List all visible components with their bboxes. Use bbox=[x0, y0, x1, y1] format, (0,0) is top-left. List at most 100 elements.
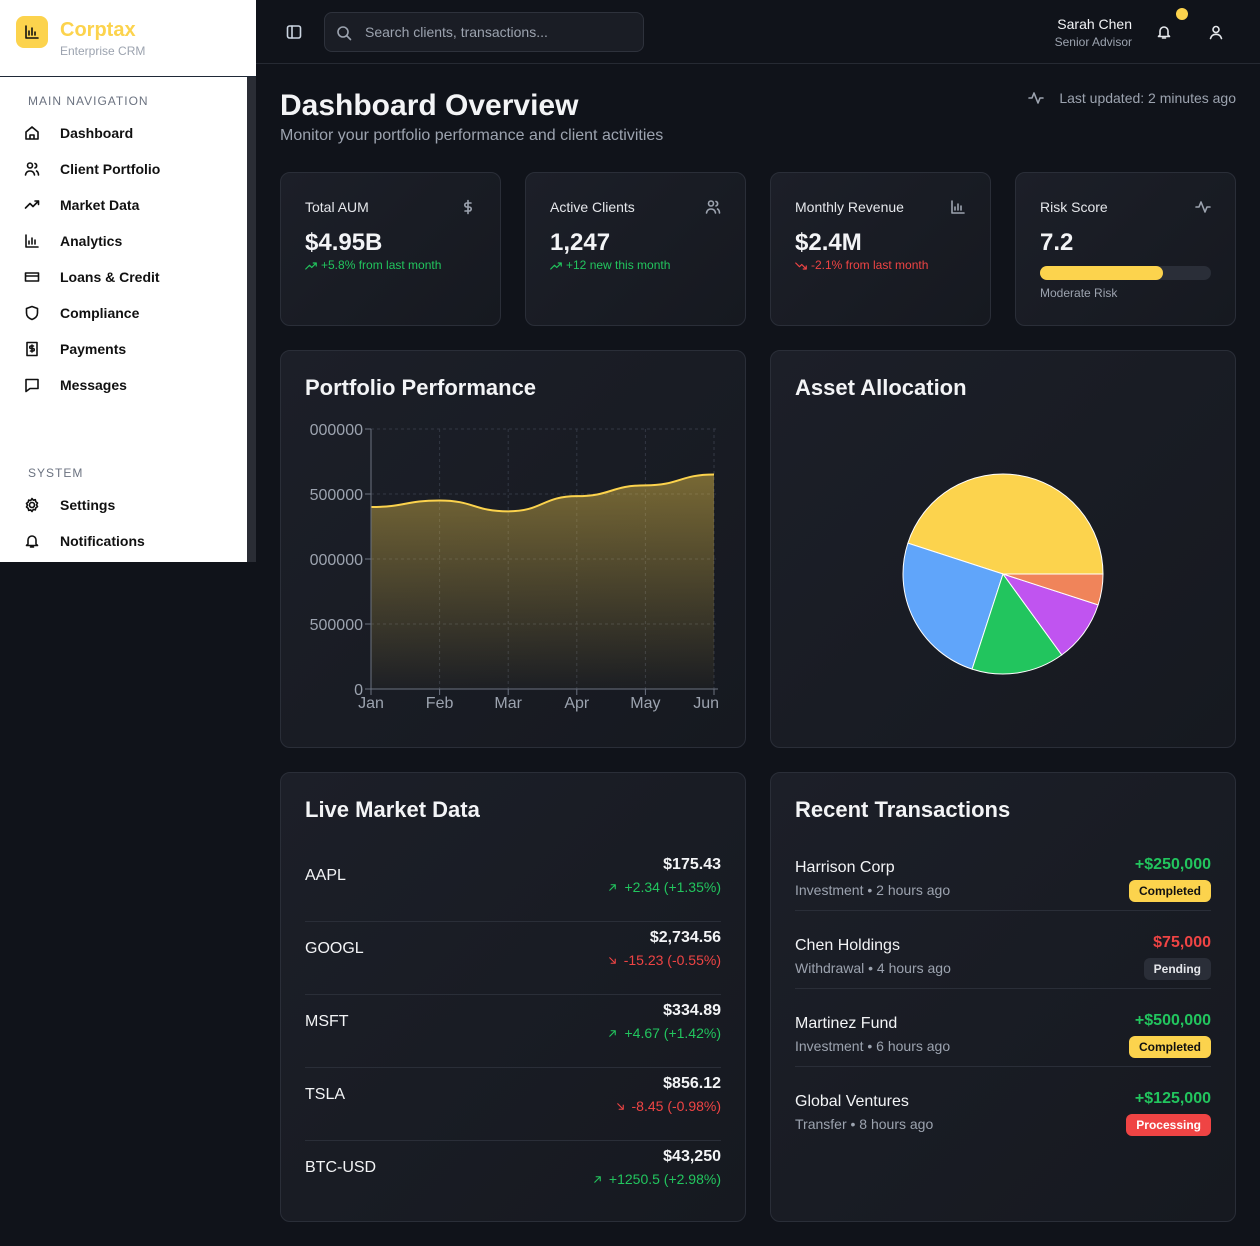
stat-icon bbox=[705, 200, 721, 214]
icon-path bbox=[951, 200, 965, 214]
nav-item[interactable]: Payments bbox=[12, 333, 236, 365]
nav-icon bbox=[26, 341, 38, 357]
nav-label: Messages bbox=[60, 377, 127, 393]
x-tick-label: Jan bbox=[358, 695, 384, 712]
stat-value: $4.95B bbox=[305, 229, 383, 256]
performance-card: Portfolio Performance 0 500000 000000 50000… bbox=[280, 350, 746, 748]
allocation-card: Asset Allocation bbox=[770, 350, 1236, 748]
nav-label: Analytics bbox=[60, 233, 123, 249]
tx-meta: Withdrawal • 4 hours ago bbox=[795, 960, 951, 976]
transactions-card: Recent Transactions Harrison Corp Investm… bbox=[770, 772, 1236, 1222]
nav-item[interactable]: Analytics bbox=[12, 225, 236, 257]
icon-path bbox=[705, 200, 721, 214]
risk-label: Moderate Risk bbox=[1040, 286, 1118, 300]
nav-label: Settings bbox=[60, 497, 116, 513]
nav-item[interactable]: Dashboard bbox=[12, 117, 236, 149]
market-row: MSFT $334.89 +4.67 (+1.42%) bbox=[305, 995, 721, 1068]
change: +1250.5 (+2.98%) bbox=[608, 1171, 721, 1187]
symbol: MSFT bbox=[305, 1013, 349, 1030]
nav-icon bbox=[25, 126, 39, 140]
y-tick-label: 500000 bbox=[310, 617, 363, 634]
price: $334.89 bbox=[663, 1002, 721, 1019]
nav-item[interactable]: Loans & Credit bbox=[12, 261, 236, 293]
pie-slice bbox=[902, 542, 1004, 670]
nav-icon bbox=[25, 305, 39, 321]
card-title: Recent Transactions bbox=[795, 797, 1011, 822]
nav-item[interactable]: Client Portfolio bbox=[12, 153, 236, 185]
stat-card: Total AUM $4.95B +5.8% from last month bbox=[280, 172, 501, 326]
risk-track bbox=[1040, 266, 1211, 280]
x-tick-label: Jun bbox=[693, 695, 719, 712]
pie-slice bbox=[907, 473, 1104, 575]
stat-label: Monthly Revenue bbox=[795, 199, 904, 215]
nav-icon bbox=[25, 535, 39, 548]
market-row: BTC-USD $43,250 +1250.5 (+2.98%) bbox=[305, 1141, 721, 1214]
line bbox=[370, 473, 715, 513]
nav-item[interactable]: Messages bbox=[12, 369, 236, 401]
nav-label: Loans & Credit bbox=[60, 269, 160, 285]
nav-item[interactable]: Settings bbox=[12, 489, 236, 521]
tx-amount: +$500,000 bbox=[1134, 1012, 1211, 1029]
price: $856.12 bbox=[663, 1075, 721, 1092]
transaction-row: Chen Holdings Withdrawal • 4 hours ago $75… bbox=[795, 911, 1211, 989]
change-icon bbox=[609, 884, 617, 891]
symbol: BTC-USD bbox=[305, 1159, 377, 1176]
nav-label: Market Data bbox=[60, 197, 140, 213]
card-title: Asset Allocation bbox=[795, 375, 967, 400]
area bbox=[371, 474, 714, 689]
x-tick-label: Apr bbox=[564, 695, 590, 712]
page-title: Dashboard Overview bbox=[280, 89, 579, 122]
user-name: Sarah Chen bbox=[1057, 16, 1132, 32]
y-tick-label: 000000 bbox=[310, 422, 363, 439]
stat-note: +5.8% from last month bbox=[321, 258, 442, 272]
brand-logo bbox=[16, 16, 48, 48]
symbol: AAPL bbox=[305, 867, 346, 884]
tx-amount: $75,000 bbox=[1153, 934, 1211, 951]
brand-logo-icon bbox=[25, 25, 39, 39]
nav-item[interactable]: Market Data bbox=[12, 189, 236, 221]
top-bar bbox=[256, 0, 1260, 64]
market-row: AAPL $175.43 +2.34 (+1.35%) bbox=[305, 849, 721, 922]
stat-value: 1,247 bbox=[550, 229, 611, 256]
nav-section-title: SYSTEM bbox=[28, 466, 84, 480]
nav-label: Compliance bbox=[60, 305, 140, 321]
notifications-button[interactable] bbox=[1156, 24, 1172, 40]
change-icon bbox=[594, 1176, 601, 1183]
price: $2,734.56 bbox=[649, 929, 721, 946]
stat-icon bbox=[1195, 201, 1211, 213]
icon-path bbox=[464, 199, 472, 215]
tx-meta: Transfer • 8 hours ago bbox=[795, 1116, 934, 1132]
sidebar-scrollbar bbox=[247, 77, 256, 562]
sidebar-toggle[interactable] bbox=[286, 24, 302, 40]
brand-name: Corptax bbox=[60, 19, 136, 41]
symbol: GOOGL bbox=[305, 940, 364, 957]
change: +2.34 (+1.35%) bbox=[624, 879, 721, 895]
icon-path bbox=[24, 162, 40, 176]
transaction-row: Martinez Fund Investment • 6 hours ago +$5… bbox=[795, 989, 1211, 1067]
transaction-row: Global Ventures Transfer • 8 hours ago +$1… bbox=[795, 1067, 1211, 1145]
tx-amount: +$125,000 bbox=[1134, 1090, 1211, 1107]
stat-value: $2.4M bbox=[795, 229, 862, 256]
trend-icon bbox=[305, 262, 317, 270]
change: -15.23 (-0.55%) bbox=[623, 952, 721, 968]
profile-button[interactable] bbox=[1208, 24, 1224, 40]
page-subtitle: Monitor your portfolio performance and c… bbox=[280, 127, 664, 144]
tx-meta: Investment • 2 hours ago bbox=[795, 882, 951, 898]
tx-amount: +$250,000 bbox=[1134, 856, 1211, 873]
nav-label: Dashboard bbox=[60, 125, 134, 141]
change: -8.45 (-0.98%) bbox=[631, 1098, 721, 1114]
nav-item[interactable]: Notifications bbox=[12, 525, 236, 557]
stat-note: -2.1% from last month bbox=[811, 258, 929, 272]
nav-icon bbox=[25, 234, 39, 248]
tx-name: Martinez Fund bbox=[795, 1015, 898, 1032]
search-box[interactable]: Search clients, transactions... bbox=[324, 12, 644, 52]
last-updated: Last updated: 2 minutes ago bbox=[1059, 90, 1236, 106]
icon-path bbox=[25, 126, 39, 140]
icon-path bbox=[25, 535, 39, 548]
trend-icon bbox=[550, 262, 562, 270]
icon-path bbox=[609, 1030, 617, 1037]
stat-label: Risk Score bbox=[1040, 199, 1108, 215]
brand-panel: Corptax Enterprise CRM bbox=[0, 0, 256, 77]
stat-card: Active Clients 1,247 +12 new this month bbox=[525, 172, 746, 326]
nav-item[interactable]: Compliance bbox=[12, 297, 236, 329]
